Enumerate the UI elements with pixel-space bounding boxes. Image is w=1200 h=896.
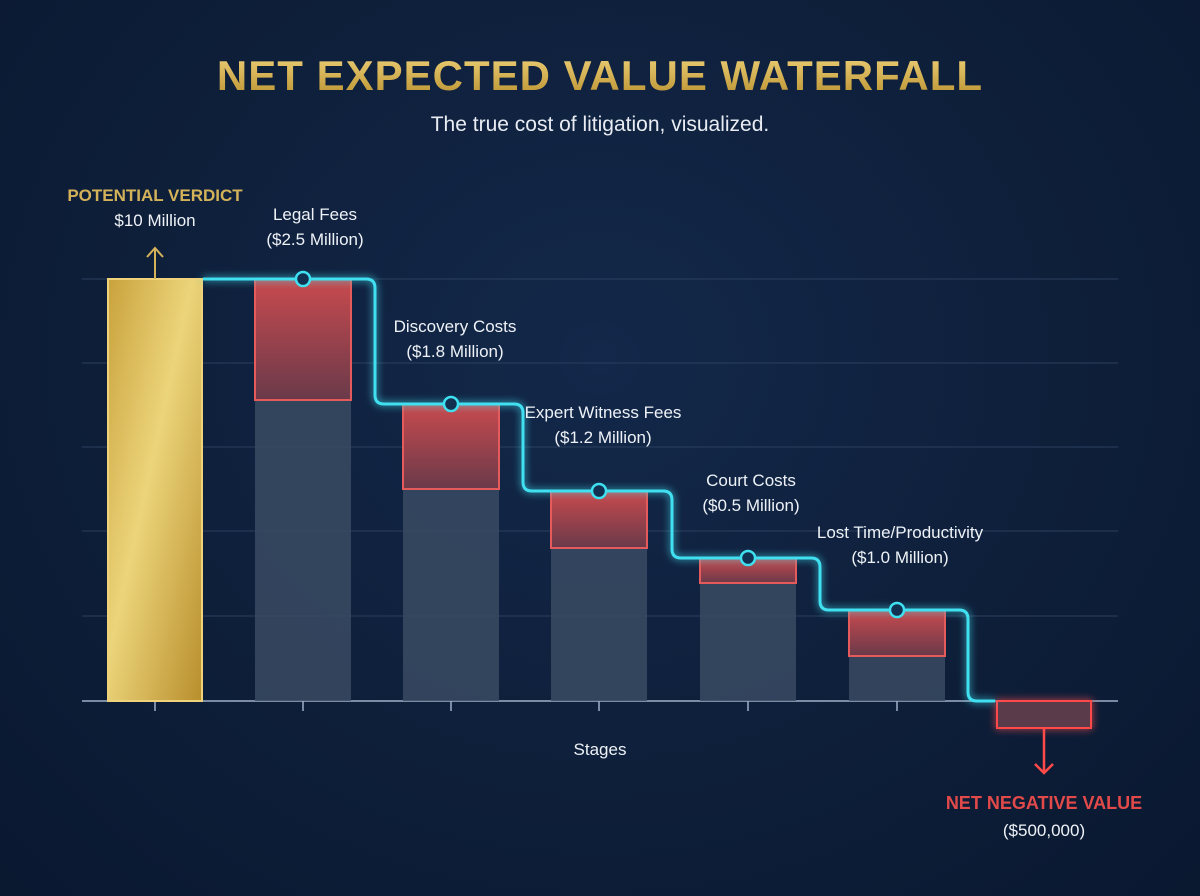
- step-marker: [739, 549, 757, 567]
- step-name-label: Lost Time/Productivity: [817, 523, 984, 542]
- step-marker: [442, 395, 460, 413]
- start-value-label: $10 Million: [114, 211, 195, 230]
- end-bar: [996, 700, 1092, 729]
- step-value-label: ($2.5 Million): [266, 230, 363, 249]
- step-value-label: ($1.8 Million): [406, 342, 503, 361]
- end-label: NET NEGATIVE VALUE: [946, 793, 1142, 813]
- step-name-label: Discovery Costs: [394, 317, 517, 336]
- remaining-bar: [255, 400, 351, 701]
- up-arrow-icon: [146, 246, 164, 279]
- step-marker: [294, 270, 312, 288]
- step-value-label: ($0.5 Million): [702, 496, 799, 515]
- step-name-label: Court Costs: [706, 471, 796, 490]
- step-marker: [590, 482, 608, 500]
- remaining-bar: [403, 489, 499, 701]
- loss-bar: [550, 490, 648, 549]
- chart-title: NET EXPECTED VALUE WATERFALL: [0, 52, 1200, 100]
- loss-bar: [254, 278, 352, 401]
- end-value-label: ($500,000): [1003, 821, 1085, 840]
- start-label: POTENTIAL VERDICT: [67, 186, 243, 205]
- remaining-bar: [551, 548, 647, 701]
- remaining-bar: [849, 656, 945, 701]
- step-marker: [888, 601, 906, 619]
- loss-bar: [402, 403, 500, 490]
- step-line: [203, 277, 995, 703]
- step-value-label: ($1.2 Million): [554, 428, 651, 447]
- start-bar: [107, 278, 203, 702]
- step-value-label: ($1.0 Million): [851, 548, 948, 567]
- remaining-bar: [700, 583, 796, 701]
- step-name-label: Expert Witness Fees: [525, 403, 682, 422]
- chart-subtitle: The true cost of litigation, visualized.: [430, 113, 770, 136]
- down-arrow-icon: [1034, 728, 1054, 775]
- step-name-label: Legal Fees: [273, 205, 357, 224]
- x-axis-label: Stages: [574, 740, 627, 759]
